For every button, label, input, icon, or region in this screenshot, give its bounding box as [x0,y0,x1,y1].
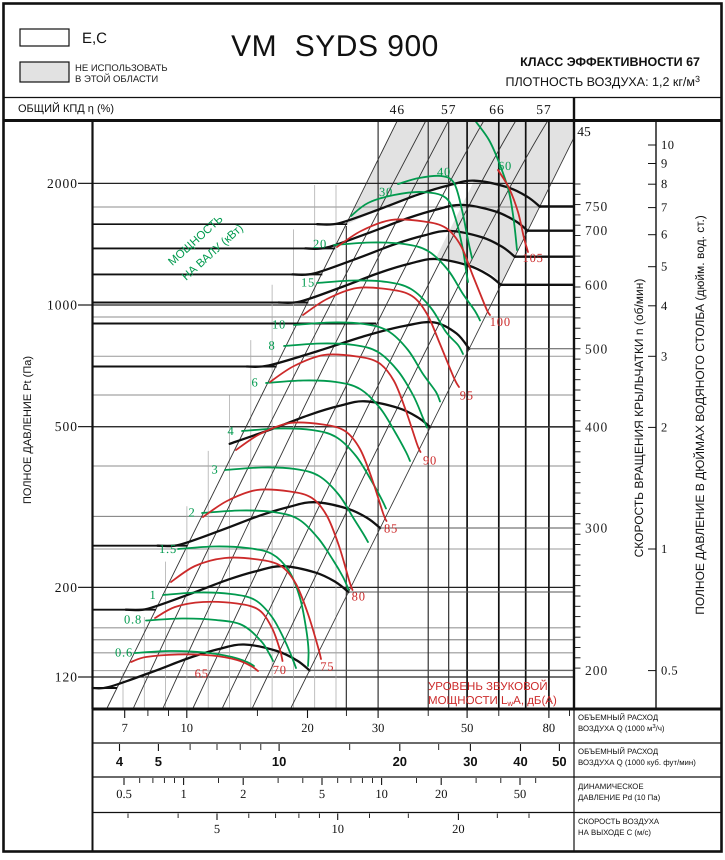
svg-text:НА ВЫХОДЕ С (м/с): НА ВЫХОДЕ С (м/с) [578,828,651,837]
svg-text:2: 2 [661,420,668,434]
svg-text:20: 20 [452,822,465,836]
svg-text:10: 10 [331,822,344,836]
svg-text:30: 30 [379,185,393,199]
svg-text:ВОЗДУХА Q (1000 м3/ч): ВОЗДУХА Q (1000 м3/ч) [578,723,665,733]
svg-text:ПОЛНОЕ ДАВЛЕНИЕ В ДЮЙМАХ ВОДЯН: ПОЛНОЕ ДАВЛЕНИЕ В ДЮЙМАХ ВОДЯНОГО СТОЛБА… [693,215,707,615]
svg-text:ПОЛНОЕ ДАВЛЕНИЕ Pt (Па): ПОЛНОЕ ДАВЛЕНИЕ Pt (Па) [22,356,34,504]
svg-text:5: 5 [155,754,162,769]
svg-text:10: 10 [272,317,286,331]
svg-text:120: 120 [55,670,78,685]
svg-text:8: 8 [268,338,275,352]
svg-text:10: 10 [181,721,194,735]
svg-text:70: 70 [273,663,287,677]
svg-text:СКОРОСТЬ ВОЗДУХА: СКОРОСТЬ ВОЗДУХА [578,817,660,826]
svg-text:1.5: 1.5 [159,542,177,556]
svg-text:4: 4 [661,299,668,313]
svg-text:ВОЗДУХА Q (1000 куб. фут/мин): ВОЗДУХА Q (1000 куб. фут/мин) [578,758,696,767]
svg-text:10: 10 [272,754,286,769]
svg-text:75: 75 [320,659,334,673]
svg-text:500: 500 [55,419,78,434]
svg-text:3: 3 [211,463,218,477]
svg-text:50: 50 [514,787,527,801]
svg-text:5: 5 [214,822,220,836]
svg-text:30: 30 [463,754,477,769]
svg-text:4: 4 [227,424,234,438]
svg-text:7: 7 [122,721,128,735]
svg-text:3: 3 [661,349,668,363]
svg-text:0.5: 0.5 [116,787,132,801]
svg-text:2000: 2000 [47,176,78,191]
svg-text:6: 6 [251,375,258,389]
svg-text:5: 5 [319,787,325,801]
svg-text:ОБЪЕМНЫЙ РАСХОД: ОБЪЕМНЫЙ РАСХОД [578,712,659,722]
svg-text:40: 40 [437,165,451,179]
svg-text:20: 20 [393,754,407,769]
svg-text:15: 15 [301,276,315,290]
svg-text:80: 80 [543,721,556,735]
svg-text:400: 400 [585,420,608,435]
svg-text:600: 600 [585,277,608,292]
svg-text:46: 46 [390,102,406,117]
svg-text:50: 50 [552,754,566,769]
svg-text:105: 105 [523,251,544,265]
svg-text:20: 20 [435,787,448,801]
svg-text:30: 30 [372,721,385,735]
svg-text:40: 40 [513,754,527,769]
svg-text:9: 9 [661,157,668,171]
svg-text:VM SYDS 900: VM SYDS 900 [231,30,439,63]
svg-text:66: 66 [489,102,505,117]
svg-text:10: 10 [661,138,675,152]
svg-text:60: 60 [498,159,512,173]
svg-text:750: 750 [585,199,608,214]
svg-text:50: 50 [461,721,474,735]
svg-text:0.8: 0.8 [124,613,142,627]
svg-text:НЕ ИСПОЛЬЗОВАТЬ: НЕ ИСПОЛЬЗОВАТЬ [75,63,168,74]
svg-text:0.6: 0.6 [115,645,133,659]
svg-text:700: 700 [585,223,608,238]
svg-text:20: 20 [301,721,314,735]
svg-text:1: 1 [661,542,668,556]
svg-text:ПЛОТНОСТЬ ВОЗДУХА: 1,2 кг/м3: ПЛОТНОСТЬ ВОЗДУХА: 1,2 кг/м3 [505,74,700,89]
svg-text:57: 57 [536,102,552,117]
svg-text:ДАВЛЕНИЕ Pd (10 Па): ДАВЛЕНИЕ Pd (10 Па) [578,793,661,802]
svg-text:65: 65 [195,666,209,680]
svg-text:В ЭТОЙ ОБЛАСТИ: В ЭТОЙ ОБЛАСТИ [75,73,158,85]
svg-text:85: 85 [384,522,398,536]
svg-text:КЛАСС ЭФФЕКТИВНОСТИ 67: КЛАСС ЭФФЕКТИВНОСТИ 67 [520,55,700,69]
svg-text:ОБЪЕМНЫЙ РАСХОД: ОБЪЕМНЫЙ РАСХОД [578,746,659,756]
svg-text:0.5: 0.5 [661,664,678,678]
svg-text:5: 5 [661,260,668,274]
svg-text:2: 2 [188,506,195,520]
svg-text:20: 20 [313,237,327,251]
svg-text:95: 95 [460,389,474,403]
svg-text:1: 1 [149,588,156,602]
svg-text:ОБЩИЙ КПД η (%): ОБЩИЙ КПД η (%) [18,102,114,115]
svg-text:УРОВЕНЬ ЗВУКОВОЙ: УРОВЕНЬ ЗВУКОВОЙ [428,679,548,693]
svg-text:ДИНАМИЧЕСКОЕ: ДИНАМИЧЕСКОЕ [578,782,644,791]
svg-text:80: 80 [352,590,366,604]
svg-text:МОЩНОСТИ LwА, дБ(А): МОЩНОСТИ LwА, дБ(А) [428,695,557,708]
svg-text:500: 500 [585,341,608,356]
svg-text:2: 2 [240,787,246,801]
svg-text:200: 200 [585,663,608,678]
svg-text:8: 8 [661,177,668,191]
svg-text:200: 200 [55,580,78,595]
svg-text:1000: 1000 [47,298,78,313]
svg-text:300: 300 [585,521,608,536]
svg-text:45: 45 [577,124,591,139]
svg-text:100: 100 [490,315,511,329]
svg-text:57: 57 [441,102,457,117]
svg-text:90: 90 [423,454,437,468]
svg-text:СКОРОСТЬ ВРАЩЕНИЯ КРЫЛЬЧАТКИ: СКОРОСТЬ ВРАЩЕНИЯ КРЫЛЬЧАТКИ n (об/мин) [632,279,646,558]
svg-text:7: 7 [661,201,668,215]
svg-text:4: 4 [116,754,124,769]
svg-text:1: 1 [180,787,186,801]
svg-text:E,C: E,C [82,30,107,47]
svg-text:6: 6 [661,228,668,242]
svg-text:10: 10 [375,787,388,801]
